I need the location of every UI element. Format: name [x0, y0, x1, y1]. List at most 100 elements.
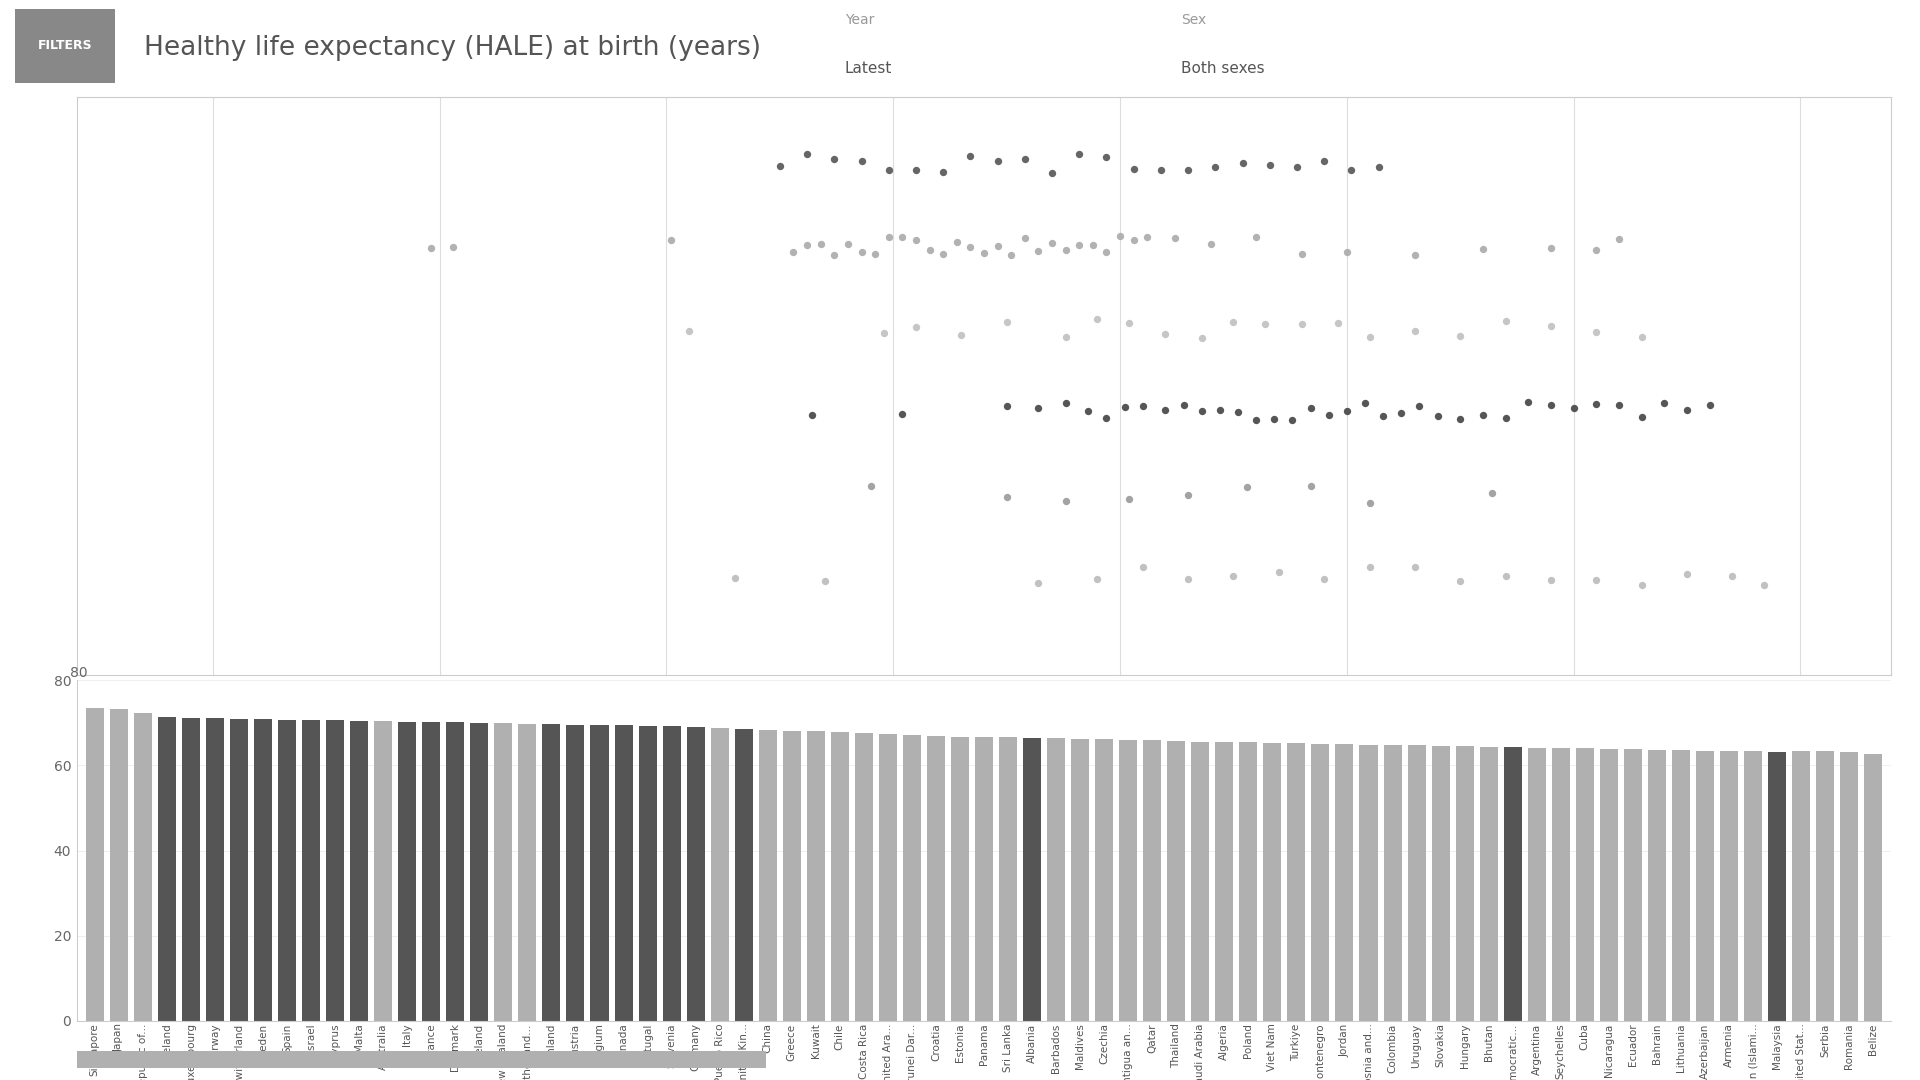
Bar: [1046, 739, 1066, 1021]
Point: [655, 231, 685, 248]
Bar: [1190, 742, 1210, 1021]
Bar: [975, 737, 993, 1021]
Point: [1446, 327, 1476, 345]
Point: [764, 157, 795, 174]
Point: [900, 231, 931, 248]
Bar: [77, 1051, 766, 1068]
Point: [1091, 409, 1121, 427]
Point: [1446, 410, 1476, 428]
Bar: [1311, 744, 1329, 1021]
Point: [954, 239, 985, 256]
Point: [1114, 314, 1144, 332]
Bar: [1215, 742, 1233, 1021]
Point: [1050, 492, 1081, 510]
Point: [1603, 396, 1634, 414]
Bar: [1238, 742, 1258, 1021]
Bar: [1624, 750, 1642, 1021]
Bar: [1167, 741, 1185, 1021]
Point: [415, 240, 445, 257]
Point: [1626, 577, 1657, 594]
Bar: [109, 708, 129, 1021]
Point: [1446, 572, 1476, 590]
Bar: [1768, 752, 1786, 1021]
Point: [1580, 323, 1611, 340]
Point: [1263, 564, 1294, 581]
Bar: [493, 724, 513, 1021]
Point: [1010, 150, 1041, 167]
Point: [1332, 243, 1363, 260]
Point: [887, 406, 918, 423]
Point: [941, 233, 972, 251]
Point: [954, 147, 985, 164]
Bar: [86, 708, 104, 1021]
Point: [1091, 243, 1121, 260]
Bar: [806, 731, 826, 1021]
Point: [1649, 394, 1680, 411]
Point: [1603, 231, 1634, 248]
Point: [1117, 160, 1148, 177]
Point: [1423, 407, 1453, 424]
Point: [1223, 404, 1254, 421]
Point: [833, 235, 864, 253]
Point: [1187, 329, 1217, 347]
Point: [1104, 228, 1135, 245]
Point: [1050, 241, 1081, 258]
Bar: [1551, 748, 1571, 1021]
Point: [778, 243, 808, 260]
Point: [1580, 571, 1611, 589]
Point: [1536, 318, 1567, 335]
Point: [1400, 246, 1430, 264]
Point: [1286, 315, 1317, 333]
Point: [1536, 396, 1567, 414]
Bar: [1384, 745, 1402, 1021]
Point: [1716, 567, 1747, 584]
Point: [674, 323, 705, 340]
Point: [1404, 397, 1434, 415]
Bar: [1263, 743, 1281, 1021]
Bar: [15, 10, 115, 83]
Bar: [1023, 738, 1041, 1021]
Bar: [710, 728, 730, 1021]
Point: [991, 313, 1021, 330]
Point: [991, 397, 1021, 415]
Bar: [1672, 751, 1690, 1021]
Point: [1050, 328, 1081, 346]
Bar: [735, 729, 753, 1021]
Bar: [1720, 751, 1738, 1021]
Point: [1133, 229, 1164, 246]
Point: [1476, 485, 1507, 502]
Bar: [470, 723, 488, 1021]
Point: [1286, 245, 1317, 262]
Point: [1064, 146, 1094, 163]
Point: [1313, 406, 1344, 423]
Point: [996, 246, 1027, 264]
Bar: [301, 720, 321, 1021]
Bar: [1142, 740, 1162, 1021]
Point: [927, 245, 958, 262]
Bar: [1432, 746, 1450, 1021]
Point: [1037, 164, 1068, 181]
Bar: [998, 738, 1018, 1021]
Point: [874, 228, 904, 245]
Bar: [205, 718, 225, 1021]
Point: [720, 569, 751, 586]
Bar: [1407, 745, 1425, 1021]
Bar: [1480, 746, 1498, 1021]
Bar: [927, 735, 945, 1021]
Point: [900, 319, 931, 336]
Bar: [349, 720, 369, 1021]
Point: [1354, 558, 1384, 576]
Point: [1110, 399, 1140, 416]
Point: [1077, 237, 1108, 254]
Point: [1217, 567, 1248, 584]
Point: [1167, 396, 1198, 414]
Bar: [831, 732, 849, 1021]
Point: [1672, 402, 1703, 419]
Bar: [879, 734, 897, 1021]
Point: [438, 238, 468, 255]
Bar: [230, 718, 248, 1021]
Point: [1173, 571, 1204, 589]
Point: [1187, 403, 1217, 420]
Point: [1240, 411, 1271, 429]
Bar: [543, 725, 561, 1021]
